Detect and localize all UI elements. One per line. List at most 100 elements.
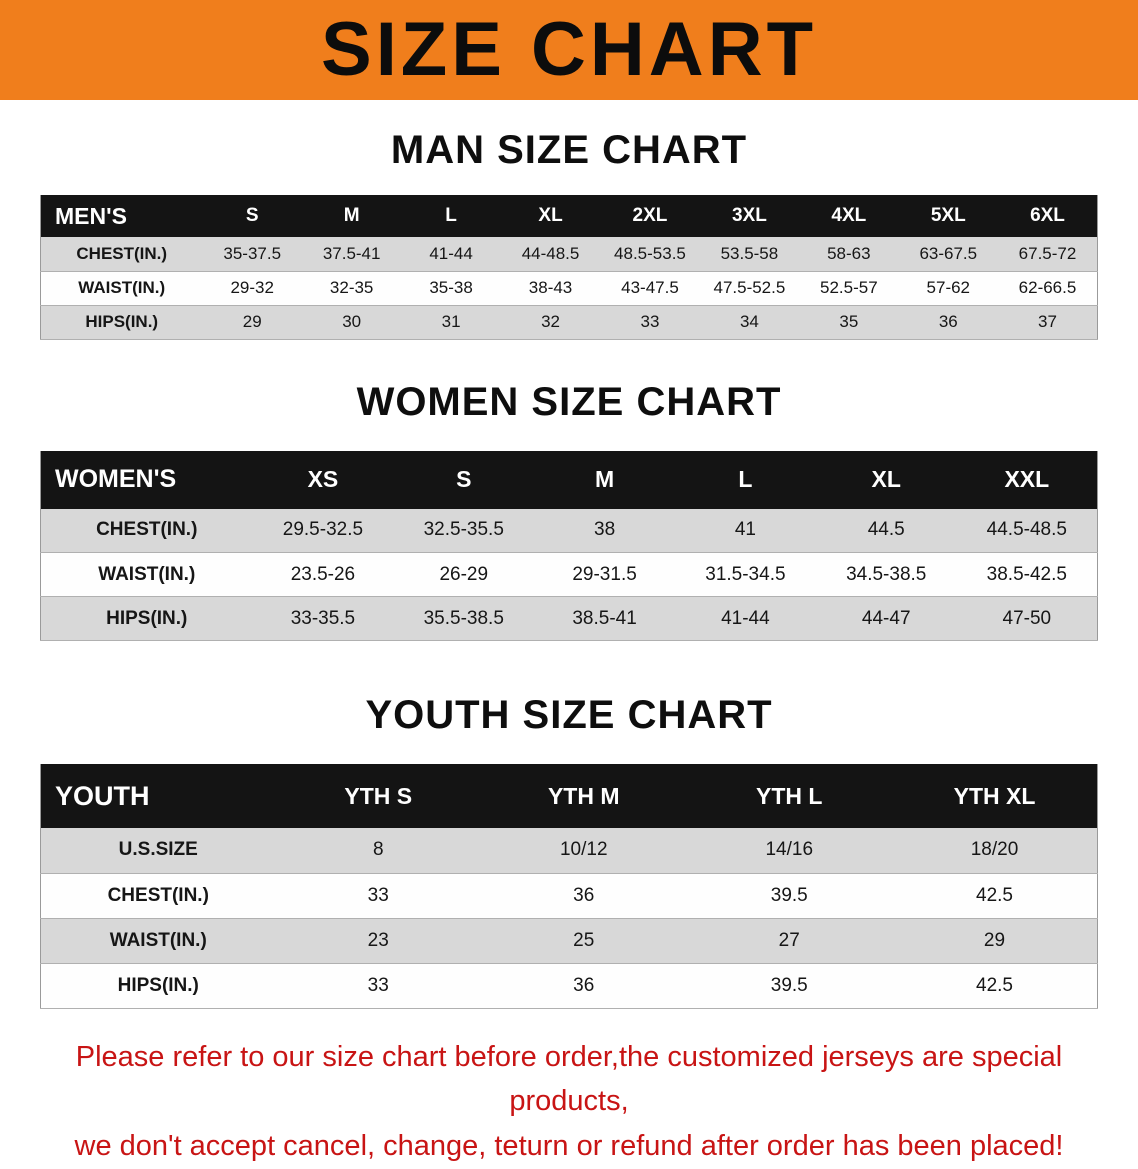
table-cell: 47.5-52.5 [700,271,799,305]
table-cell: 38 [534,509,675,553]
men-table-title-cell: MEN'S [41,195,203,237]
table-cell: 52.5-57 [799,271,898,305]
footer-disclaimer-line1: Please refer to our size chart before or… [18,1035,1120,1125]
table-cell: 29-31.5 [534,553,675,597]
table-cell: 35 [799,305,898,339]
row-label-cell: CHEST(IN.) [41,873,276,918]
table-cell: 37 [998,305,1098,339]
youth-section-heading: YOUTH SIZE CHART [0,693,1138,738]
size-chart-banner: SIZE CHART [0,0,1138,100]
table-cell: 32 [501,305,600,339]
size-column-header: S [203,195,302,237]
table-cell: 14/16 [687,828,893,873]
table-cell: 44-47 [816,597,957,641]
table-cell: 35-37.5 [203,237,302,271]
size-column-header: 5XL [899,195,998,237]
table-cell: 39.5 [687,963,893,1008]
row-label-cell: U.S.SIZE [41,828,276,873]
women-section-heading: WOMEN SIZE CHART [0,380,1138,425]
table-cell: 67.5-72 [998,237,1098,271]
table-cell: 32-35 [302,271,401,305]
row-label-cell: HIPS(IN.) [41,305,203,339]
table-cell: 36 [481,963,687,1008]
footer-disclaimer-line2: we don't accept cancel, change, teturn o… [18,1124,1120,1169]
table-cell: 29.5-32.5 [253,509,394,553]
size-column-header: YTH M [481,764,687,828]
table-cell: 62-66.5 [998,271,1098,305]
size-column-header: XXL [957,451,1098,509]
footer-disclaimer: Please refer to our size chart before or… [0,1035,1138,1169]
size-column-header: XS [253,451,394,509]
table-cell: 34 [700,305,799,339]
women-table-title-cell: WOMEN'S [41,451,253,509]
table-cell: 33 [600,305,699,339]
table-cell: 25 [481,918,687,963]
row-label-cell: HIPS(IN.) [41,963,276,1008]
size-column-header: 4XL [799,195,898,237]
table-cell: 23 [276,918,482,963]
table-cell: 29 [892,918,1098,963]
banner-title: SIZE CHART [321,12,817,88]
table-cell: 29-32 [203,271,302,305]
size-column-header: 2XL [600,195,699,237]
table-cell: 37.5-41 [302,237,401,271]
size-column-header: YTH S [276,764,482,828]
table-cell: 27 [687,918,893,963]
table-cell: 41-44 [675,597,816,641]
table-cell: 33 [276,873,482,918]
table-cell: 35-38 [401,271,500,305]
size-column-header: XL [501,195,600,237]
table-cell: 26-29 [393,553,534,597]
size-column-header: 6XL [998,195,1098,237]
table-cell: 47-50 [957,597,1098,641]
size-column-header: 3XL [700,195,799,237]
table-cell: 53.5-58 [700,237,799,271]
row-label-cell: WAIST(IN.) [41,553,253,597]
table-cell: 29 [203,305,302,339]
table-cell: 42.5 [892,963,1098,1008]
row-label-cell: WAIST(IN.) [41,918,276,963]
table-cell: 41-44 [401,237,500,271]
size-column-header: XL [816,451,957,509]
table-cell: 42.5 [892,873,1098,918]
size-column-header: L [675,451,816,509]
men-section-heading: MAN SIZE CHART [0,128,1138,173]
table-cell: 36 [899,305,998,339]
size-column-header: S [393,451,534,509]
table-cell: 31 [401,305,500,339]
table-cell: 32.5-35.5 [393,509,534,553]
table-cell: 39.5 [687,873,893,918]
table-cell: 38.5-42.5 [957,553,1098,597]
table-cell: 41 [675,509,816,553]
table-cell: 48.5-53.5 [600,237,699,271]
table-cell: 33-35.5 [253,597,394,641]
table-cell: 36 [481,873,687,918]
table-cell: 38.5-41 [534,597,675,641]
row-label-cell: CHEST(IN.) [41,509,253,553]
size-column-header: M [302,195,401,237]
table-cell: 63-67.5 [899,237,998,271]
table-cell: 8 [276,828,482,873]
size-column-header: YTH L [687,764,893,828]
size-column-header: YTH XL [892,764,1098,828]
table-cell: 33 [276,963,482,1008]
size-column-header: M [534,451,675,509]
table-cell: 35.5-38.5 [393,597,534,641]
